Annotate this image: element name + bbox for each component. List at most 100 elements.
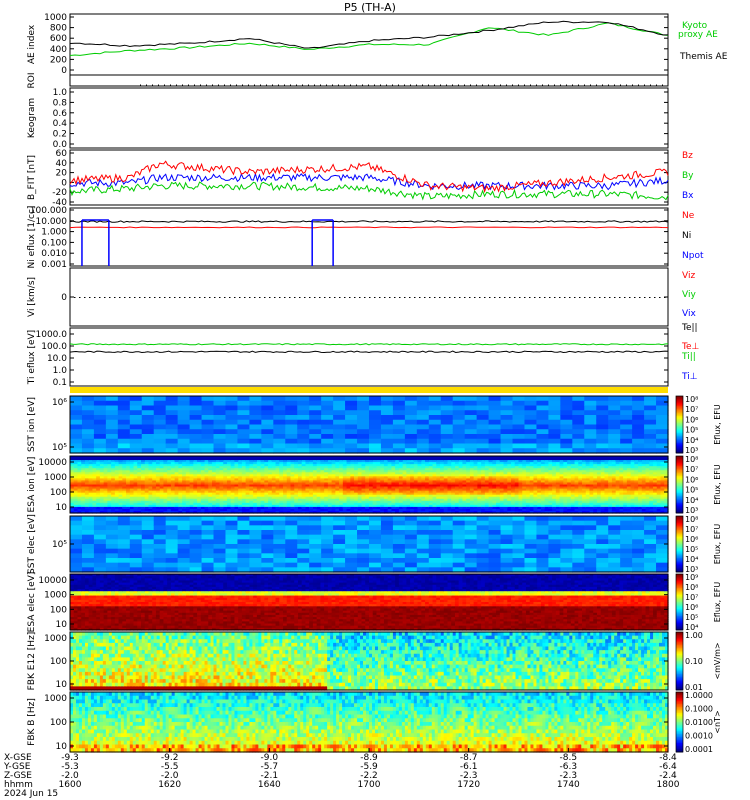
esa-ion-cell [458,460,464,463]
esa-ion-cell [77,460,82,463]
esa-ion-cell [152,510,157,514]
esa-ion-cell [122,490,127,494]
esa-ion-cell [129,456,135,459]
keogram-panel-ytick: 0.6 [53,109,68,119]
esa-ion-cell [148,498,153,502]
esa-ion-cell [372,470,378,473]
vi-zero-dot [619,297,621,298]
esa-ion-cell [406,456,411,459]
esa-ion-cell [73,468,79,471]
esa-ion-cell [163,500,168,504]
b-panel-legend-2: Bx [682,191,694,201]
esa-ion-cell [447,496,452,500]
esa-ion-cell [376,458,381,461]
vi-zero-dot [299,297,301,298]
esa-ion-cell [324,488,329,492]
esa-ion-cell [271,464,277,467]
esa-ion-cell [103,460,108,463]
esa-ion-cell [256,506,262,510]
esa-ion-cell [230,494,236,498]
esa-ion-cell [152,478,157,482]
esa-ion-cell [148,458,153,461]
esa-ion-cell [189,478,194,482]
sst-ion-cell [297,400,310,407]
esa-ion-cell [96,482,101,486]
esa-ion-cell [118,456,123,459]
esa-ion-cell [372,494,378,498]
sst-ion-cell [273,448,286,454]
esa-ion-cell [111,494,116,498]
esa-ion-cell [421,468,426,471]
esa-ion-cell [451,464,456,467]
esa-ion-cell [114,490,120,494]
esa-ion-cell [324,510,329,514]
esa-ion-cell [421,466,426,469]
esa-ion-cell [253,480,258,484]
esa-ion-cell [114,506,120,510]
esa-ion-cell [324,468,329,471]
esa-ion-cell [458,496,464,500]
sst-ion-cell [656,410,669,416]
esa-ion-cell [114,472,120,475]
esa-ion-cell [178,498,183,502]
esa-ion-cell [410,502,415,506]
vi-zero-dot [519,297,521,298]
esa-ion-cell [208,484,213,488]
esa-ion-cell [283,496,288,500]
esa-ion-cell [148,500,153,504]
esa-ion-cell [170,498,176,502]
sst-ion-cell [392,400,406,407]
esa-ion-cell [350,478,355,482]
esa-ion-cell [436,456,441,459]
esa-ion-cell [264,498,269,502]
esa-ion-cell [118,490,123,494]
esa-ion-cell [462,458,467,461]
esa-ion-cell [234,510,239,514]
roi-dot [452,84,453,86]
esa-ion-cell [197,500,202,504]
esa-ion-cell [249,474,254,477]
esa-ion-cell [301,504,307,508]
esa-ion-cell [245,464,250,467]
sst-ion-cell [608,434,621,440]
sst-ion-cell [380,410,394,416]
esa-ion-cell [264,480,269,484]
esa-ion-cell [215,510,221,514]
sst-ion-cell [213,443,227,449]
esa-ion-cell [253,500,258,504]
esa-ion-cell [279,496,284,500]
esa-ion-cell [391,504,396,508]
esa-ion-cell [238,470,243,473]
esa-ion-cell [316,498,322,502]
sst-ion-cell [237,429,250,435]
esa-ion-cell [376,504,381,508]
esa-ion-cell [70,502,75,506]
sst-ion-cell [440,405,454,411]
esa-ion-cell [88,456,94,459]
sst-ion-cell [452,415,466,421]
esa-ion-cell [309,458,314,461]
sst-ion-cell [440,438,454,445]
sst-ion-cell [596,396,609,402]
esa-ion-cell [413,490,419,494]
esa-ion-cell [245,478,250,482]
esa-ion-cell [73,486,79,490]
esa-ion-cell [129,486,135,490]
esa-ion-cell [354,466,359,469]
sst-ion-cell [512,434,526,440]
esa-ion-cell [451,480,456,484]
sst-ion-cell [189,400,203,407]
esa-ion-cell [167,498,172,502]
esa-ion-cell [92,456,97,459]
sst-ion-cell [81,448,95,454]
esa-ion-cell [283,472,288,475]
esa-ion-cell [163,488,168,492]
vi-zero-dot [439,297,441,298]
esa-ion-cell [111,458,116,461]
esa-ion-cell [159,500,165,504]
esa-ion-cell [369,466,374,469]
esa-ion-cell [137,464,142,467]
esa-ion-cell [219,456,224,459]
esa-ion-cell [395,498,400,502]
sst-ion-cell [572,405,585,411]
